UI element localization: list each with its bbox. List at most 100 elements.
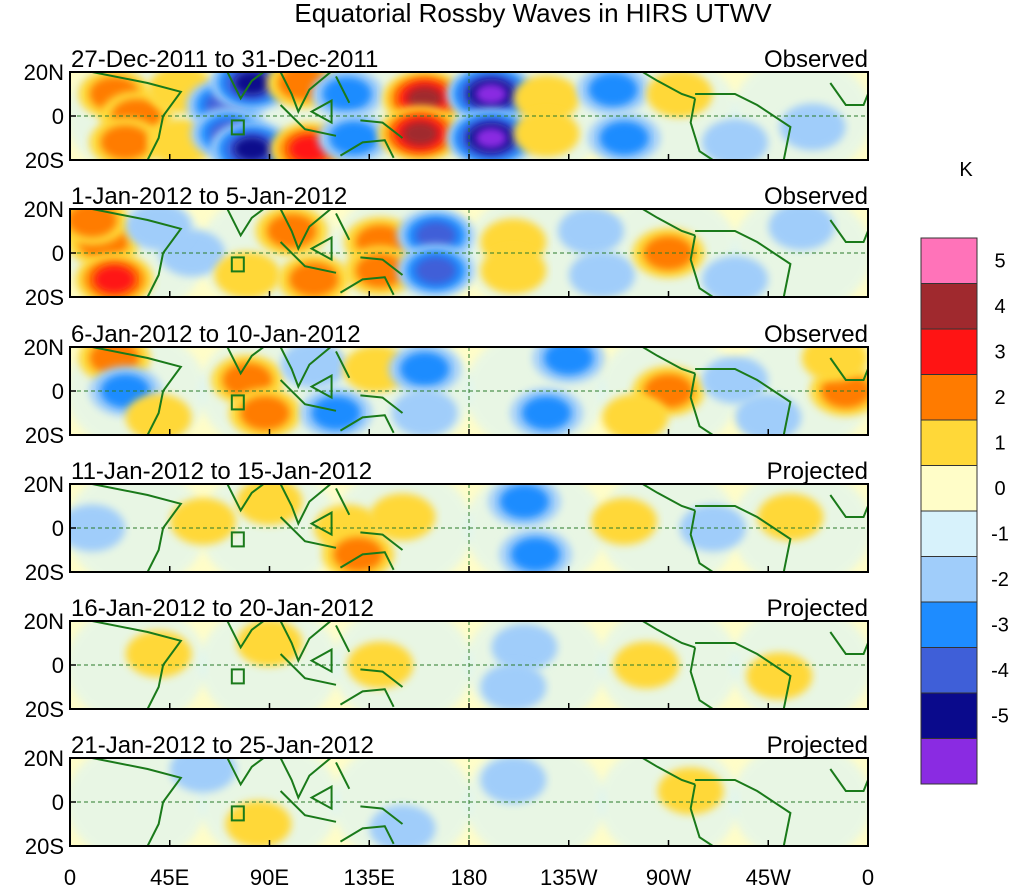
coastline-segment bbox=[339, 551, 395, 571]
coastlines bbox=[91, 758, 868, 846]
y-tick-label: 20S bbox=[25, 834, 64, 859]
colorbar-swatch bbox=[920, 601, 978, 648]
panel-status-label: Observed bbox=[764, 183, 868, 210]
coastline-segment bbox=[91, 484, 183, 572]
y-tick-label: 20S bbox=[25, 148, 64, 173]
anomaly-contour bbox=[100, 125, 151, 160]
coastline-segment bbox=[309, 98, 333, 125]
colorbar-swatch bbox=[920, 510, 978, 557]
y-tick-label: 20S bbox=[25, 285, 64, 310]
anomaly-contour bbox=[234, 137, 270, 160]
region-box bbox=[230, 119, 245, 136]
panel-period-label: 16-Jan-2012 to 20-Jan-2012 bbox=[71, 595, 374, 622]
colorbar-swatch bbox=[920, 237, 978, 284]
anomaly-contour bbox=[311, 395, 361, 431]
region-box bbox=[230, 805, 245, 822]
coastlines bbox=[91, 347, 868, 435]
colorbar-label: 1 bbox=[994, 433, 1005, 455]
anomaly-contour bbox=[735, 393, 802, 435]
coastline-segment bbox=[339, 688, 395, 708]
anomaly-contour bbox=[544, 347, 594, 376]
coastline-segment bbox=[279, 209, 333, 252]
panel-1: 20N 0 20S 27-Dec-2011 to 31-Dec-2011 Observe… bbox=[24, 46, 869, 173]
x-tick-label: 135E bbox=[344, 865, 395, 890]
panel-period-label: 1-Jan-2012 to 5-Jan-2012 bbox=[71, 183, 347, 210]
coastline-segment bbox=[689, 98, 714, 160]
anomaly-contour bbox=[322, 76, 372, 112]
y-tick-label: 0 bbox=[52, 653, 64, 678]
panel-field bbox=[70, 209, 868, 297]
anomaly-contour bbox=[679, 504, 746, 552]
anomaly-contour bbox=[591, 497, 658, 545]
coastline-segment bbox=[279, 241, 337, 274]
anomaly-contour bbox=[480, 663, 547, 709]
panel-status-label: Projected bbox=[767, 595, 868, 622]
anomaly-contour bbox=[415, 221, 457, 250]
coastline-segment bbox=[91, 72, 183, 160]
panel-period-label: 27-Dec-2011 to 31-Dec-2011 bbox=[71, 46, 378, 73]
y-tick-label: 20N bbox=[24, 335, 64, 360]
y-tick-label: 20S bbox=[25, 697, 64, 722]
colorbar-swatch bbox=[920, 556, 978, 603]
coastline-segment bbox=[335, 75, 351, 104]
anomaly-contour bbox=[557, 209, 624, 255]
coastline-segment bbox=[279, 621, 333, 664]
coastlines bbox=[91, 209, 868, 297]
anomaly-contour bbox=[333, 537, 383, 572]
y-tick-label: 20N bbox=[24, 472, 64, 497]
colorbar-label: 3 bbox=[994, 342, 1005, 364]
anomaly-contour bbox=[70, 209, 117, 238]
panel-period-label: 21-Jan-2012 to 25-Jan-2012 bbox=[71, 732, 374, 759]
anomaly-contour bbox=[225, 800, 292, 846]
y-tick-label: 20N bbox=[24, 746, 64, 771]
background-band bbox=[70, 484, 207, 572]
coastline-segment bbox=[360, 119, 404, 139]
anomaly-contour bbox=[513, 110, 580, 158]
panel-4: 20N 0 20S 11-Jan-2012 to 15-Jan-2012 Project… bbox=[24, 458, 869, 585]
coastline-segment bbox=[335, 212, 351, 241]
coastline-segment bbox=[279, 790, 337, 823]
anomaly-contour bbox=[757, 493, 824, 541]
coastline-segment bbox=[360, 668, 404, 688]
anomaly-contour bbox=[569, 251, 635, 297]
y-tick-label: 0 bbox=[52, 379, 64, 404]
coastline-segment bbox=[829, 494, 868, 518]
coastline-segment bbox=[689, 647, 714, 709]
coastline-segment bbox=[360, 531, 404, 551]
anomaly-contour bbox=[602, 393, 669, 435]
x-tick-label: 135W bbox=[540, 865, 598, 890]
region-box bbox=[230, 668, 245, 685]
panel-2: 20N 0 20S 1-Jan-2012 to 5-Jan-2012 Observed bbox=[24, 183, 869, 310]
coastline-segment bbox=[226, 758, 266, 787]
x-tick-label: 90W bbox=[646, 865, 691, 890]
coastline-segment bbox=[360, 256, 404, 276]
colorbar-label: 2 bbox=[994, 387, 1005, 409]
coastline-segment bbox=[279, 516, 337, 549]
x-tick-label: 0 bbox=[862, 865, 874, 890]
anomaly-contour bbox=[391, 389, 458, 435]
x-axis: 0 45E 90E 135E 180 135W 90W 45W 0 bbox=[64, 865, 874, 890]
coastline-segment bbox=[695, 642, 792, 709]
coastline-segment bbox=[640, 347, 696, 375]
anomaly-contour bbox=[369, 493, 436, 541]
coastline-segment bbox=[309, 510, 333, 537]
anomaly-contour bbox=[125, 630, 192, 678]
anomaly-contour bbox=[93, 265, 135, 294]
anomaly-contour bbox=[125, 393, 192, 435]
coastlines bbox=[91, 72, 868, 160]
panels-group: 20N 0 20S 27-Dec-2011 to 31-Dec-2011 Observe… bbox=[24, 46, 869, 859]
coastline-segment bbox=[226, 484, 266, 513]
y-tick-label: 20S bbox=[25, 423, 64, 448]
anomaly-contour bbox=[70, 504, 126, 552]
coastline-segment bbox=[279, 758, 333, 801]
coastline-segment bbox=[689, 784, 714, 846]
coastline-segment bbox=[335, 487, 351, 516]
colorbar-swatch bbox=[920, 692, 978, 739]
anomaly-contour bbox=[480, 758, 547, 804]
anomaly-contour bbox=[240, 395, 290, 431]
panel-field bbox=[70, 484, 868, 572]
coastline-segment bbox=[360, 394, 404, 414]
coastline-segment bbox=[309, 235, 333, 262]
x-tick-label: 90E bbox=[250, 865, 289, 890]
coastline-segment bbox=[695, 230, 792, 297]
